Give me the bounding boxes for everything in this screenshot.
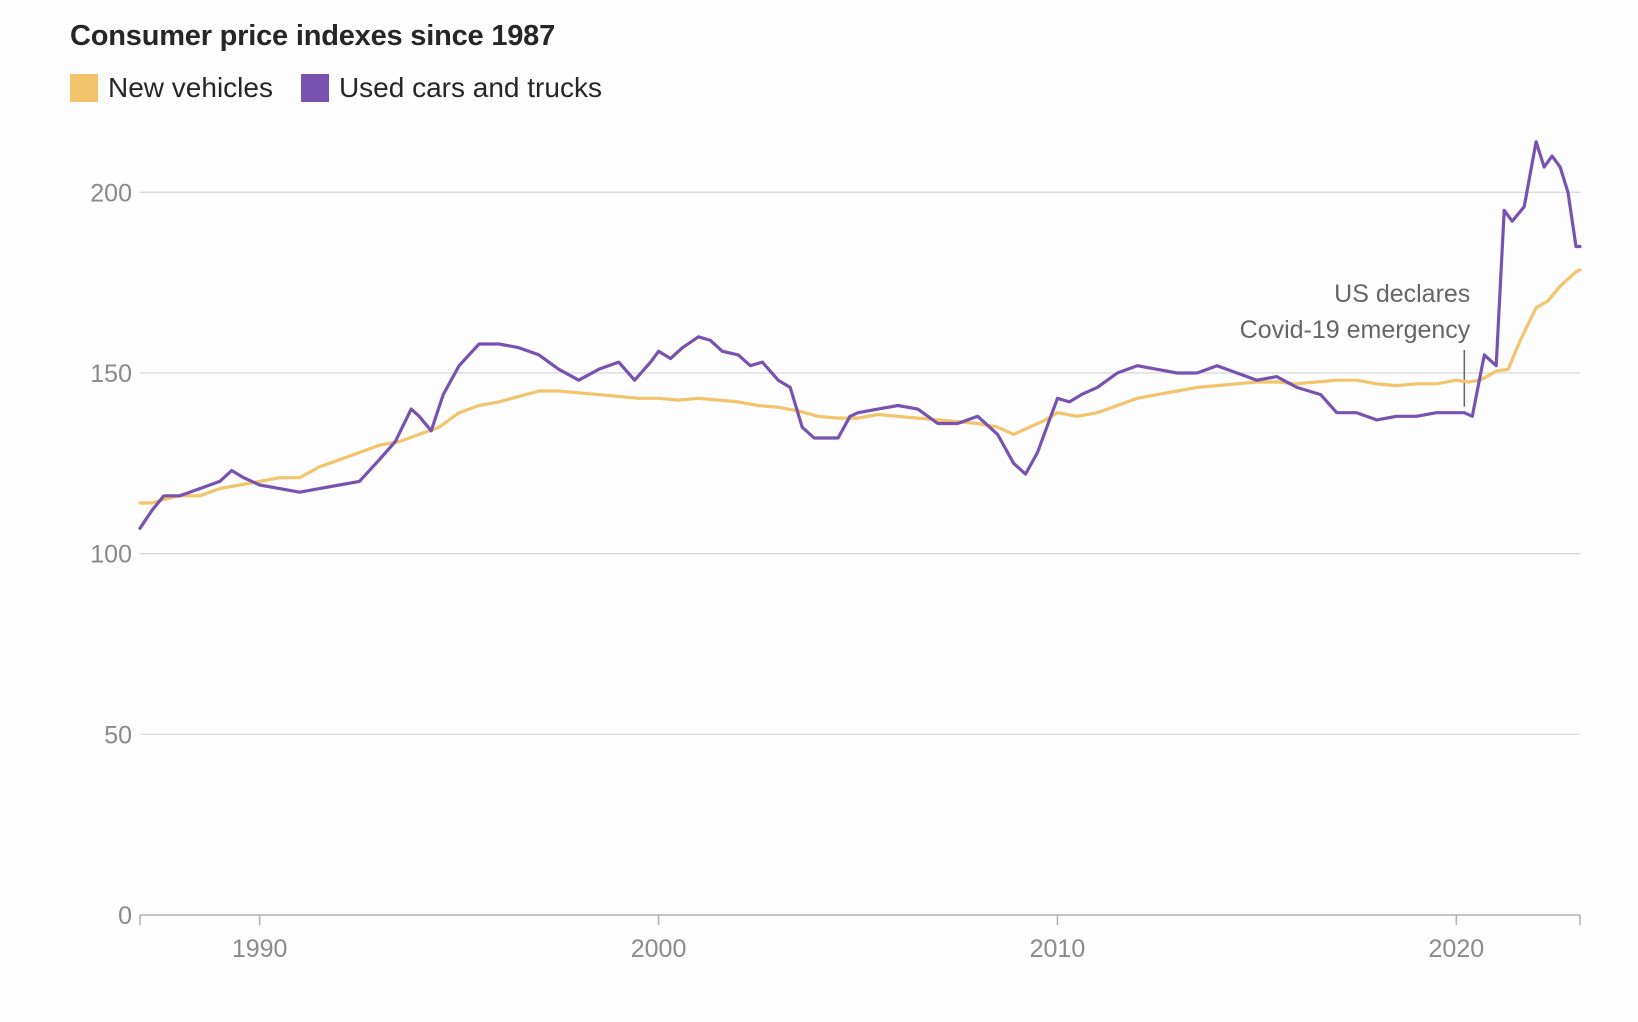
x-tick-label-2020: 2020 [1429, 935, 1485, 963]
axis-layer: 1990 2000 2010 2020 [139, 914, 1581, 963]
annotation-text-line-1: US declares [1334, 280, 1470, 308]
legend-item-new-vehicles: New vehicles [70, 72, 273, 104]
series-layer [138, 140, 1582, 530]
annotation-text-line-2: Covid-19 emergency [1240, 316, 1471, 344]
y-tick-label-50: 50 [104, 721, 132, 749]
series-line-used-cars [138, 140, 1582, 530]
legend-swatch-used-cars [300, 74, 329, 102]
y-tick-label-200: 200 [90, 179, 132, 207]
legend: New vehicles Used cars and trucks [70, 72, 630, 104]
y-tick-label-150: 150 [90, 360, 132, 388]
chart-title: Consumer price indexes since 1987 [70, 20, 556, 52]
x-tick-label-2010: 2010 [1030, 935, 1086, 963]
legend-label-new-vehicles: New vehicles [108, 72, 273, 103]
y-tick-label-0: 0 [118, 902, 132, 930]
legend-item-used-cars: Used cars and trucks [300, 72, 602, 104]
legend-swatch-new-vehicles [70, 74, 98, 102]
x-tick-label-2000: 2000 [631, 935, 687, 963]
y-tick-label-100: 100 [90, 541, 132, 569]
legend-label-used-cars: Used cars and trucks [338, 72, 602, 103]
x-tick-label-1990: 1990 [232, 935, 288, 963]
grid-layer: 0 50 100 150 200 [90, 179, 1580, 930]
annotation-layer: US declares Covid-19 emergency [1240, 280, 1471, 407]
series-line-new-vehicles [138, 268, 1582, 505]
